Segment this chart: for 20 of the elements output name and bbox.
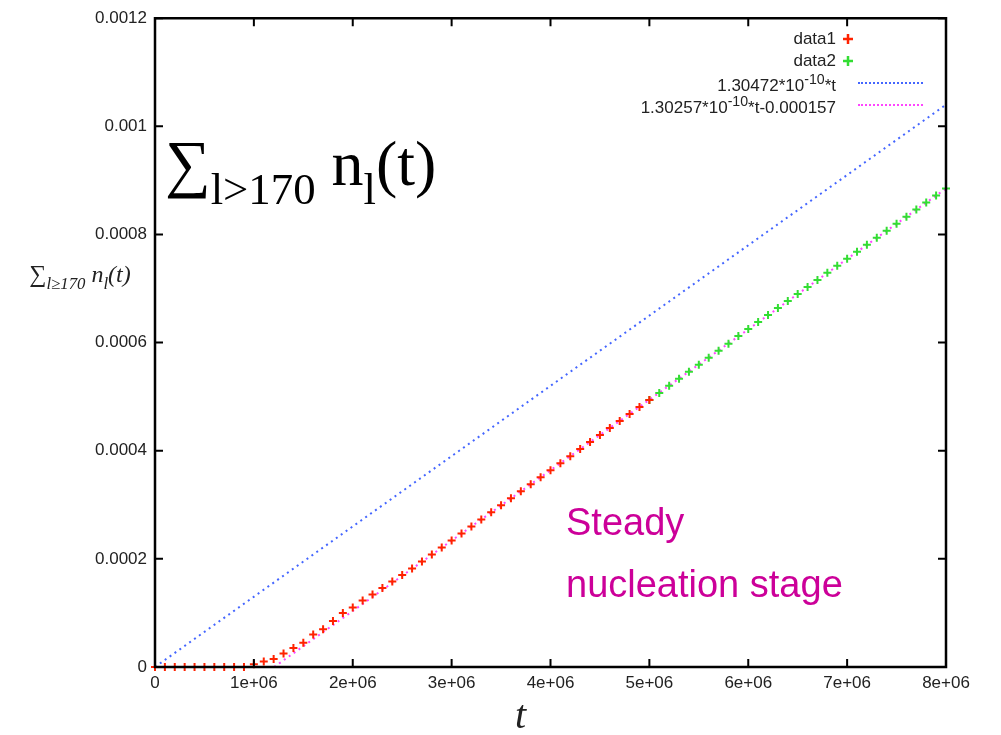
y-tick-label: 0 [137,656,147,676]
y-tick-label: 0.0012 [95,7,147,27]
x-tick-label: 4e+06 [526,672,575,692]
x-tick-label: 3e+06 [427,672,476,692]
x-tick-label: 7e+06 [823,672,871,692]
y-tick-label: 0.0004 [95,440,147,460]
x-tick-label: 1e+06 [230,672,278,692]
x-tick-label: 8e+06 [922,672,970,692]
x-axis-title: t [514,692,527,735]
y-tick-label: 0.0008 [95,224,147,244]
y-tick-label: 0.001 [104,116,147,136]
annotation: Steady nucleation stage [566,501,843,605]
y-tick-label: 0.0006 [95,332,147,352]
legend-label: data1 [793,29,836,49]
x-tick-label: 2e+06 [328,672,377,692]
legend-label: data2 [793,51,836,71]
x-tick-label: 5e+06 [625,672,674,692]
x-tick-label: 0 [150,672,160,692]
x-tick-label: 6e+06 [724,672,773,692]
y-tick-label: 0.0002 [95,548,147,568]
